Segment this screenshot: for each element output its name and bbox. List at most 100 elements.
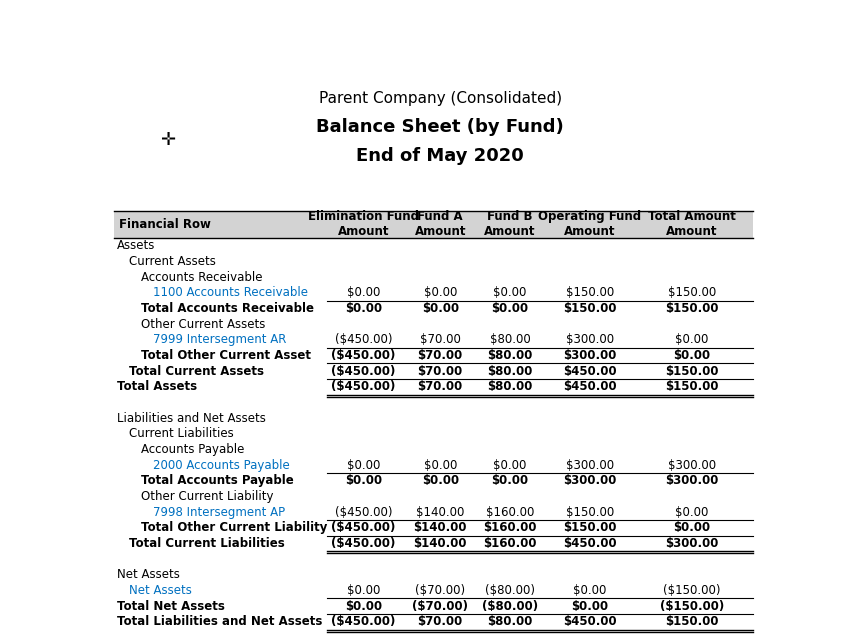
FancyBboxPatch shape bbox=[114, 211, 753, 238]
Text: Elimination Fund
Amount: Elimination Fund Amount bbox=[308, 211, 419, 238]
Text: Liabilities and Net Assets: Liabilities and Net Assets bbox=[118, 411, 266, 425]
Text: $0.00: $0.00 bbox=[422, 474, 459, 487]
Text: Current Assets: Current Assets bbox=[130, 255, 216, 268]
Text: $0.00: $0.00 bbox=[491, 474, 528, 487]
Text: $160.00: $160.00 bbox=[486, 506, 534, 519]
Text: $0.00: $0.00 bbox=[675, 506, 709, 519]
Text: $0.00: $0.00 bbox=[422, 302, 459, 315]
Text: Total Assets: Total Assets bbox=[118, 380, 198, 393]
Text: $150.00: $150.00 bbox=[566, 286, 614, 300]
Text: ($450.00): ($450.00) bbox=[332, 349, 396, 362]
Text: $300.00: $300.00 bbox=[566, 333, 614, 346]
Text: Total Net Assets: Total Net Assets bbox=[118, 600, 225, 612]
Text: $0.00: $0.00 bbox=[673, 522, 710, 534]
Text: Total Accounts Receivable: Total Accounts Receivable bbox=[142, 302, 314, 315]
Text: Balance Sheet (by Fund): Balance Sheet (by Fund) bbox=[316, 118, 564, 136]
Text: $300.00: $300.00 bbox=[665, 474, 719, 487]
Text: $160.00: $160.00 bbox=[484, 522, 537, 534]
Text: $300.00: $300.00 bbox=[667, 459, 716, 472]
Text: ($450.00): ($450.00) bbox=[332, 537, 396, 550]
Text: $0.00: $0.00 bbox=[493, 286, 527, 300]
Text: End of May 2020: End of May 2020 bbox=[356, 148, 524, 165]
Text: $150.00: $150.00 bbox=[667, 286, 716, 300]
Text: Other Current Liability: Other Current Liability bbox=[142, 490, 274, 503]
Text: Total Liabilities and Net Assets: Total Liabilities and Net Assets bbox=[118, 616, 323, 628]
Text: ($450.00): ($450.00) bbox=[332, 380, 396, 393]
Text: $140.00: $140.00 bbox=[413, 522, 467, 534]
Text: $0.00: $0.00 bbox=[347, 584, 381, 597]
Text: 2000 Accounts Payable: 2000 Accounts Payable bbox=[153, 459, 290, 472]
Text: $80.00: $80.00 bbox=[487, 349, 533, 362]
Text: Assets: Assets bbox=[118, 239, 155, 252]
Text: Accounts Receivable: Accounts Receivable bbox=[142, 270, 263, 284]
Text: ($450.00): ($450.00) bbox=[335, 506, 393, 519]
Text: $80.00: $80.00 bbox=[487, 616, 533, 628]
Text: $150.00: $150.00 bbox=[665, 616, 719, 628]
Text: $300.00: $300.00 bbox=[564, 349, 617, 362]
Text: Total Accounts Payable: Total Accounts Payable bbox=[142, 474, 294, 487]
Text: Accounts Payable: Accounts Payable bbox=[142, 443, 245, 456]
Text: $150.00: $150.00 bbox=[665, 380, 719, 393]
Text: Parent Company (Consolidated): Parent Company (Consolidated) bbox=[319, 91, 562, 106]
Text: ($80.00): ($80.00) bbox=[485, 584, 535, 597]
Text: $70.00: $70.00 bbox=[417, 364, 463, 378]
Text: $450.00: $450.00 bbox=[564, 537, 617, 550]
Text: Total Current Liabilities: Total Current Liabilities bbox=[130, 537, 285, 550]
Text: ($450.00): ($450.00) bbox=[332, 522, 396, 534]
Text: $80.00: $80.00 bbox=[490, 333, 531, 346]
Text: 7999 Intersegment AR: 7999 Intersegment AR bbox=[153, 333, 287, 346]
Text: ($150.00): ($150.00) bbox=[660, 600, 724, 612]
Text: $0.00: $0.00 bbox=[571, 600, 608, 612]
Text: $0.00: $0.00 bbox=[345, 302, 382, 315]
Text: $80.00: $80.00 bbox=[487, 380, 533, 393]
Text: ($150.00): ($150.00) bbox=[663, 584, 721, 597]
Text: $70.00: $70.00 bbox=[417, 349, 463, 362]
Text: $0.00: $0.00 bbox=[493, 459, 527, 472]
Text: $300.00: $300.00 bbox=[665, 537, 719, 550]
Text: 7998 Intersegment AP: 7998 Intersegment AP bbox=[153, 506, 285, 519]
Text: $70.00: $70.00 bbox=[420, 333, 460, 346]
Text: ($70.00): ($70.00) bbox=[412, 600, 468, 612]
Text: Total Other Current Liability: Total Other Current Liability bbox=[142, 522, 327, 534]
Text: $0.00: $0.00 bbox=[423, 286, 457, 300]
Text: Total Other Current Asset: Total Other Current Asset bbox=[142, 349, 311, 362]
Text: ($450.00): ($450.00) bbox=[335, 333, 393, 346]
Text: $80.00: $80.00 bbox=[487, 364, 533, 378]
Text: $0.00: $0.00 bbox=[345, 600, 382, 612]
Text: $450.00: $450.00 bbox=[564, 364, 617, 378]
Text: $450.00: $450.00 bbox=[564, 380, 617, 393]
Text: $300.00: $300.00 bbox=[564, 474, 617, 487]
Text: Total Current Assets: Total Current Assets bbox=[130, 364, 265, 378]
Text: $150.00: $150.00 bbox=[564, 302, 617, 315]
Text: $70.00: $70.00 bbox=[417, 380, 463, 393]
Text: Total Amount
Amount: Total Amount Amount bbox=[648, 211, 736, 238]
Text: 1100 Accounts Receivable: 1100 Accounts Receivable bbox=[153, 286, 308, 300]
Text: ($80.00): ($80.00) bbox=[482, 600, 539, 612]
Text: $160.00: $160.00 bbox=[484, 537, 537, 550]
Text: $0.00: $0.00 bbox=[423, 459, 457, 472]
Text: $140.00: $140.00 bbox=[416, 506, 465, 519]
Text: ($450.00): ($450.00) bbox=[332, 616, 396, 628]
Text: $0.00: $0.00 bbox=[573, 584, 606, 597]
Text: Other Current Assets: Other Current Assets bbox=[142, 317, 265, 331]
Text: Operating Fund
Amount: Operating Fund Amount bbox=[539, 211, 642, 238]
Text: Fund B
Amount: Fund B Amount bbox=[484, 211, 536, 238]
Text: $0.00: $0.00 bbox=[347, 286, 381, 300]
Text: ($70.00): ($70.00) bbox=[415, 584, 466, 597]
Text: $140.00: $140.00 bbox=[413, 537, 467, 550]
Text: $0.00: $0.00 bbox=[345, 474, 382, 487]
Text: ($450.00): ($450.00) bbox=[332, 364, 396, 378]
Text: $150.00: $150.00 bbox=[566, 506, 614, 519]
Text: Net Assets: Net Assets bbox=[130, 584, 192, 597]
Text: $150.00: $150.00 bbox=[665, 302, 719, 315]
Text: $450.00: $450.00 bbox=[564, 616, 617, 628]
Text: $0.00: $0.00 bbox=[675, 333, 709, 346]
Text: $70.00: $70.00 bbox=[417, 616, 463, 628]
Text: $300.00: $300.00 bbox=[566, 459, 614, 472]
Text: Financial Row: Financial Row bbox=[119, 218, 211, 231]
Text: $0.00: $0.00 bbox=[673, 349, 710, 362]
Text: $0.00: $0.00 bbox=[347, 459, 381, 472]
Text: $150.00: $150.00 bbox=[564, 522, 617, 534]
Text: ✛: ✛ bbox=[160, 131, 175, 149]
Text: Current Liabilities: Current Liabilities bbox=[130, 427, 235, 440]
